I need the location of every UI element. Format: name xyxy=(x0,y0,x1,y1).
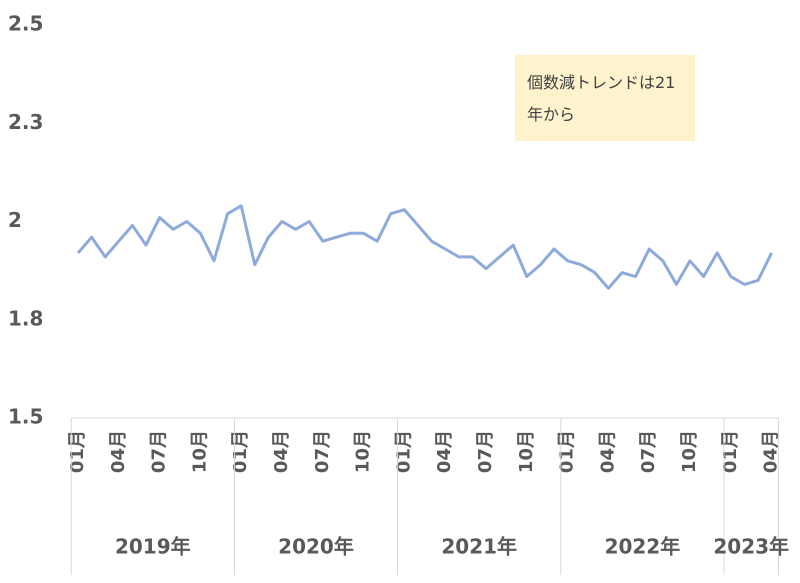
x-tick-label: 01月 xyxy=(557,430,578,473)
x-tick-label: 04月 xyxy=(761,430,782,473)
y-tick-label: 1.8 xyxy=(8,306,43,330)
x-tick-label: 07月 xyxy=(475,430,496,473)
x-tick-label: 01月 xyxy=(230,430,251,473)
x-tick-label: 07月 xyxy=(638,430,659,473)
x-tick-label: 10月 xyxy=(189,430,210,473)
y-tick-label: 1.5 xyxy=(8,405,43,429)
x-tick-label: 10月 xyxy=(679,430,700,473)
group-label: 2021年 xyxy=(441,535,517,559)
x-tick-label: 04月 xyxy=(108,430,129,473)
group-label: 2022年 xyxy=(605,535,681,559)
x-tick-label: 07月 xyxy=(312,430,333,473)
annotation: 個数減トレンドは21年から xyxy=(515,55,695,141)
x-tick-label: 04月 xyxy=(271,430,292,473)
x-tick-label: 01月 xyxy=(67,430,88,473)
group-label: 2019年 xyxy=(115,535,191,559)
x-tick-label: 04月 xyxy=(434,430,455,473)
line-series xyxy=(76,204,773,290)
x-tick-label: 07月 xyxy=(149,430,170,473)
group-label: 2020年 xyxy=(278,535,354,559)
y-tick-label: 2.5 xyxy=(8,12,43,36)
group-label: 2023年 xyxy=(713,535,789,559)
y-tick-label: 2.3 xyxy=(8,110,43,134)
x-tick-label: 04月 xyxy=(597,430,618,473)
x-tick-label: 01月 xyxy=(720,430,741,473)
x-tick-label: 01月 xyxy=(393,430,414,473)
y-tick-label: 2 xyxy=(8,208,22,232)
x-tick-label: 10月 xyxy=(353,430,374,473)
x-tick-label: 10月 xyxy=(516,430,537,473)
